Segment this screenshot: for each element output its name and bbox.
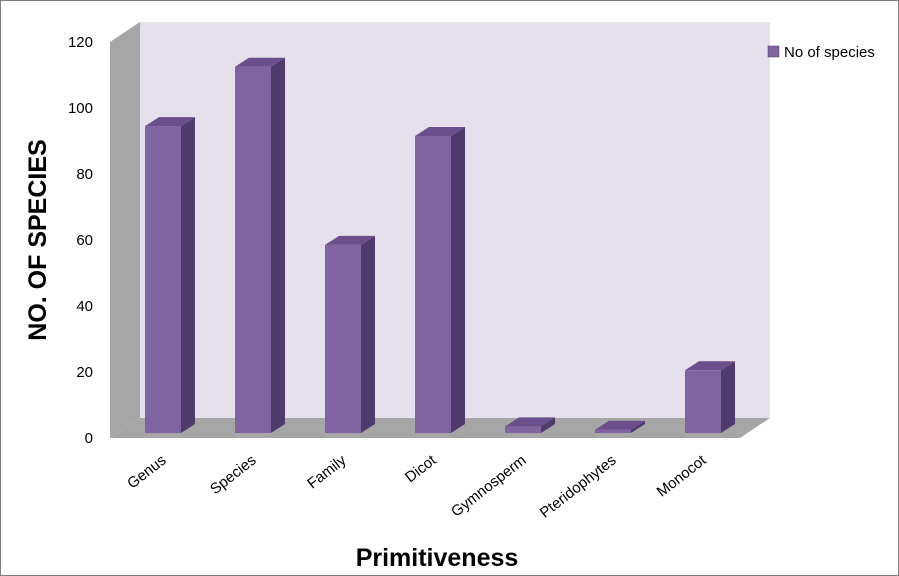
bar-front-face bbox=[235, 66, 271, 433]
chart-side-wall bbox=[110, 22, 140, 438]
bar-species bbox=[235, 57, 285, 433]
x-tick-label: Genus bbox=[124, 452, 169, 493]
x-tick-label: Family bbox=[304, 451, 350, 492]
bar-top-face bbox=[325, 235, 375, 245]
bar-front-face bbox=[505, 426, 541, 433]
bar-gymnosperm bbox=[505, 417, 555, 433]
x-tick-label: Dicot bbox=[402, 451, 440, 486]
bar-top-face bbox=[595, 420, 645, 430]
bar-front-face bbox=[685, 370, 721, 433]
bar-top-face bbox=[415, 127, 465, 136]
y-tick-label: 40 bbox=[76, 298, 93, 315]
bar-family bbox=[325, 235, 375, 433]
bar-front-face bbox=[145, 126, 181, 433]
bar-front-face bbox=[415, 136, 451, 433]
y-tick-label: 20 bbox=[76, 364, 93, 381]
x-tick-label: Pteridophytes bbox=[537, 452, 620, 522]
x-tick-label: Gymnosperm bbox=[448, 452, 529, 521]
bar-front-face bbox=[325, 244, 361, 433]
bar-top-face bbox=[235, 57, 285, 67]
bar-monocot bbox=[685, 361, 735, 433]
y-tick-label: 60 bbox=[76, 232, 93, 249]
y-axis-title: NO. OF SPECIES bbox=[24, 139, 52, 340]
x-axis-tick-labels: Genus Species Family Dicot Gymnosperm Pterido… bbox=[124, 451, 710, 521]
bar-side-face bbox=[721, 361, 735, 433]
bar-side-face bbox=[361, 235, 375, 433]
y-axis-ticks: 0 20 40 60 80 100 120 bbox=[68, 34, 93, 447]
y-tick-label: 80 bbox=[76, 166, 93, 183]
bar-side-face bbox=[181, 117, 195, 433]
bar-dicot bbox=[415, 127, 465, 433]
bar-side-face bbox=[451, 127, 465, 433]
bar-top-face bbox=[505, 417, 555, 427]
bar-side-face bbox=[541, 417, 555, 433]
x-axis-title: Primitiveness bbox=[356, 544, 519, 572]
bar-side-face bbox=[631, 420, 645, 433]
bar-top-face bbox=[685, 361, 735, 371]
bar-front-face bbox=[595, 429, 631, 433]
y-tick-label: 100 bbox=[68, 100, 93, 117]
bar-genus bbox=[145, 117, 195, 433]
bar-pteridophytes bbox=[595, 420, 645, 433]
x-tick-label: Monocot bbox=[654, 451, 710, 500]
bars bbox=[145, 57, 735, 433]
x-tick-label: Species bbox=[207, 452, 260, 498]
legend: No of species bbox=[767, 44, 875, 61]
y-tick-label: 0 bbox=[85, 430, 93, 447]
bar-top-face bbox=[145, 117, 195, 127]
legend-swatch bbox=[767, 45, 780, 58]
legend-label: No of species bbox=[784, 44, 875, 61]
y-tick-label: 120 bbox=[68, 34, 93, 51]
bar-side-face bbox=[271, 57, 285, 433]
